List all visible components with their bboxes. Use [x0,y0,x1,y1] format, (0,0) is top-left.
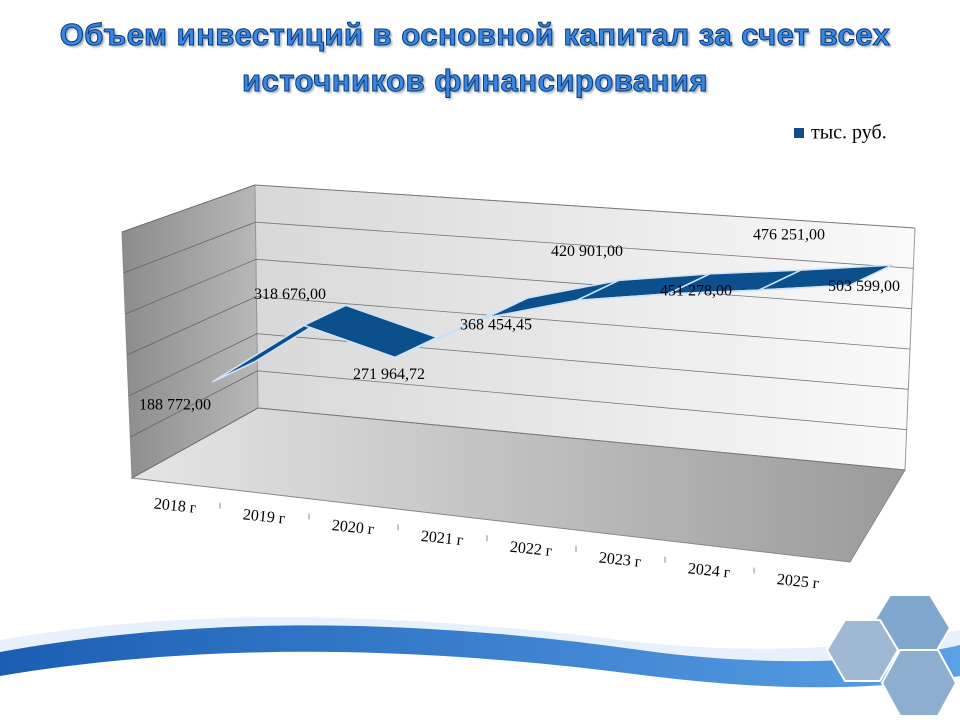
wall-line [256,296,911,350]
side-wall-line [125,258,257,315]
wall-line [257,407,906,471]
data-label: 188 772,00 [139,396,211,413]
data-label: 271 964,72 [353,366,425,383]
x-tick-label: 2024 г [687,560,732,581]
hexagon [825,619,900,682]
side-wall-line [121,184,256,233]
wall-line [257,370,907,431]
side-wall-line [126,296,257,356]
chart-title: Объем инвестиций в основной капитал за с… [59,17,891,99]
side-wall-line [128,333,258,397]
wall-lines [121,184,916,479]
plot: 188 772,00 318 676,00 271 964,72 368 454,45… [139,227,900,414]
x-tick-label: 2025 г [776,571,821,592]
data-label: 503 599,00 [828,278,900,295]
wall-line [255,221,914,269]
data-label: 451 278,00 [660,283,732,300]
data-label: 476 251,00 [753,227,825,244]
line [212,284,851,383]
x-tick-label: 2023 г [598,549,643,570]
side-wall-line [130,370,258,438]
x-tick-label: 2021 г [420,528,465,549]
data-label: 368 454,45 [460,317,532,334]
wall-line [254,184,916,229]
side-wall-line [131,407,259,479]
data-label: 318 676,00 [254,286,326,303]
x-tick-label: 2018 г [153,495,198,516]
x-tick-label: 2019 г [242,506,287,527]
photo-hexagons [825,594,958,717]
x-tick-label: 2020 г [331,517,376,538]
legend-label: тыс. руб. [811,122,887,144]
data-label: 420 901,00 [551,243,623,260]
footer-wave-white [0,651,960,720]
wall-line [255,258,912,310]
legend-swatch [794,128,804,138]
hexagon [880,649,958,717]
x-tick-label: 2022 г [509,539,554,560]
side-wall-line [123,221,256,274]
